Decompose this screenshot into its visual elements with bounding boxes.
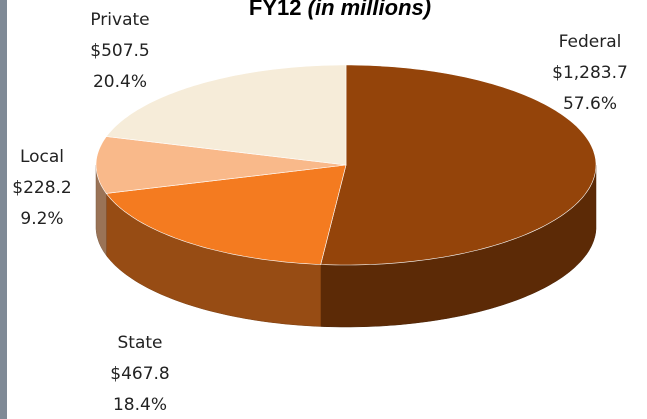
percent-label: 18.4% [113, 395, 167, 415]
slice-label: State [118, 333, 163, 353]
side-border [0, 0, 7, 419]
percent-label: 20.4% [93, 72, 147, 92]
slice [320, 64, 597, 266]
value-label: $507.5 [90, 41, 149, 61]
value-label: $1,283.7 [552, 63, 628, 83]
slice [105, 64, 347, 166]
value-label: $228.2 [12, 178, 71, 198]
slice-label: Local [20, 147, 64, 167]
slice [105, 164, 347, 265]
slice [95, 136, 347, 194]
percent-label: 57.6% [563, 94, 617, 114]
value-label: $467.8 [110, 364, 169, 384]
percent-label: 9.2% [20, 209, 63, 229]
slice-label: Federal [559, 32, 622, 52]
title-note: (in millions) [308, 0, 431, 20]
chart-title: FY12 (in millions) [249, 0, 431, 20]
slice-label: Private [90, 10, 149, 30]
title-main: FY12 [249, 0, 302, 20]
